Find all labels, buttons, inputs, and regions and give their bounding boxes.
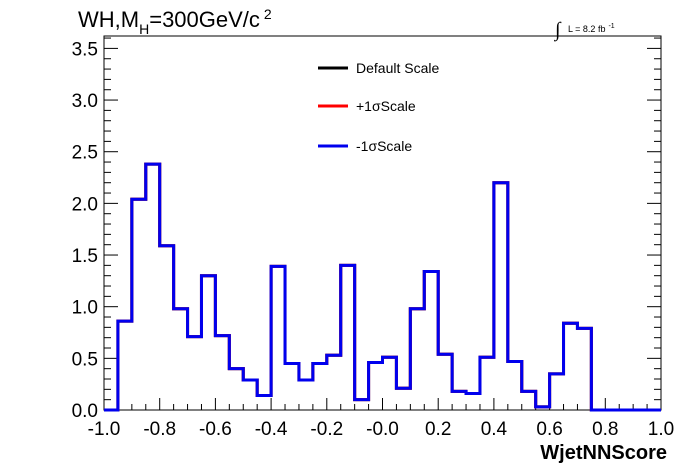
luminosity-text: L = 8.2 fb (568, 24, 605, 34)
x-tick-label: -0.0 (366, 419, 399, 440)
series-line-1 (104, 162, 661, 412)
x-tick-label: 0.8 (592, 419, 618, 440)
x-tick-label: 1.0 (648, 419, 674, 440)
y-tick-label: 3.0 (72, 91, 98, 112)
title-superscript: 2 (264, 6, 272, 22)
legend-label-0: Default Scale (356, 60, 439, 76)
x-tick-label: -0.8 (143, 419, 176, 440)
series-line-2 (104, 162, 661, 412)
y-axis-ticks: 0.0 0.5 1.0 1.5 2.0 2.5 3.0 3.5 (72, 37, 661, 422)
luminosity-superscript: -1 (608, 23, 614, 30)
title-subscript: H (139, 21, 149, 37)
y-tick-label: 1.0 (72, 298, 98, 319)
x-tick-label: -0.2 (310, 419, 343, 440)
x-tick-label: -0.4 (255, 419, 288, 440)
legend-label-1: +1σScale (356, 98, 416, 114)
title-rest: =300GeV/c (149, 7, 260, 32)
series-layer (104, 162, 661, 412)
x-axis-label: WjetNNScore (540, 442, 667, 464)
y-tick-label: 2.5 (72, 143, 98, 164)
plot-frame (103, 35, 662, 411)
x-tick-label: -0.6 (199, 419, 232, 440)
luminosity-integral: ∫ (553, 19, 562, 42)
legend: Default Scale +1σScale -1σScale (318, 60, 439, 154)
x-tick-label: -1.0 (88, 419, 121, 440)
y-tick-label: 2.0 (72, 194, 98, 215)
x-tick-label: 0.6 (536, 419, 562, 440)
chart-title: WH,MH=300GeV/c 2 (78, 6, 272, 37)
legend-label-2: -1σScale (356, 138, 412, 154)
x-tick-label: 0.4 (481, 419, 508, 440)
y-tick-label: 3.5 (72, 39, 98, 60)
title-main: WH,M (78, 7, 139, 32)
y-tick-label: 1.5 (72, 246, 98, 267)
luminosity-label: L = 8.2 fb -1 (568, 23, 615, 34)
x-axis-ticks: -1.0 -0.8 -0.6 -0.4 -0.2 -0.0 0.2 0.4 0.6 0.8 1.0 (88, 398, 674, 440)
series-line-0 (104, 162, 661, 412)
x-tick-label: 0.2 (425, 419, 451, 440)
y-tick-label: 0.5 (72, 349, 98, 370)
y-tick-label: 0.0 (72, 401, 98, 422)
